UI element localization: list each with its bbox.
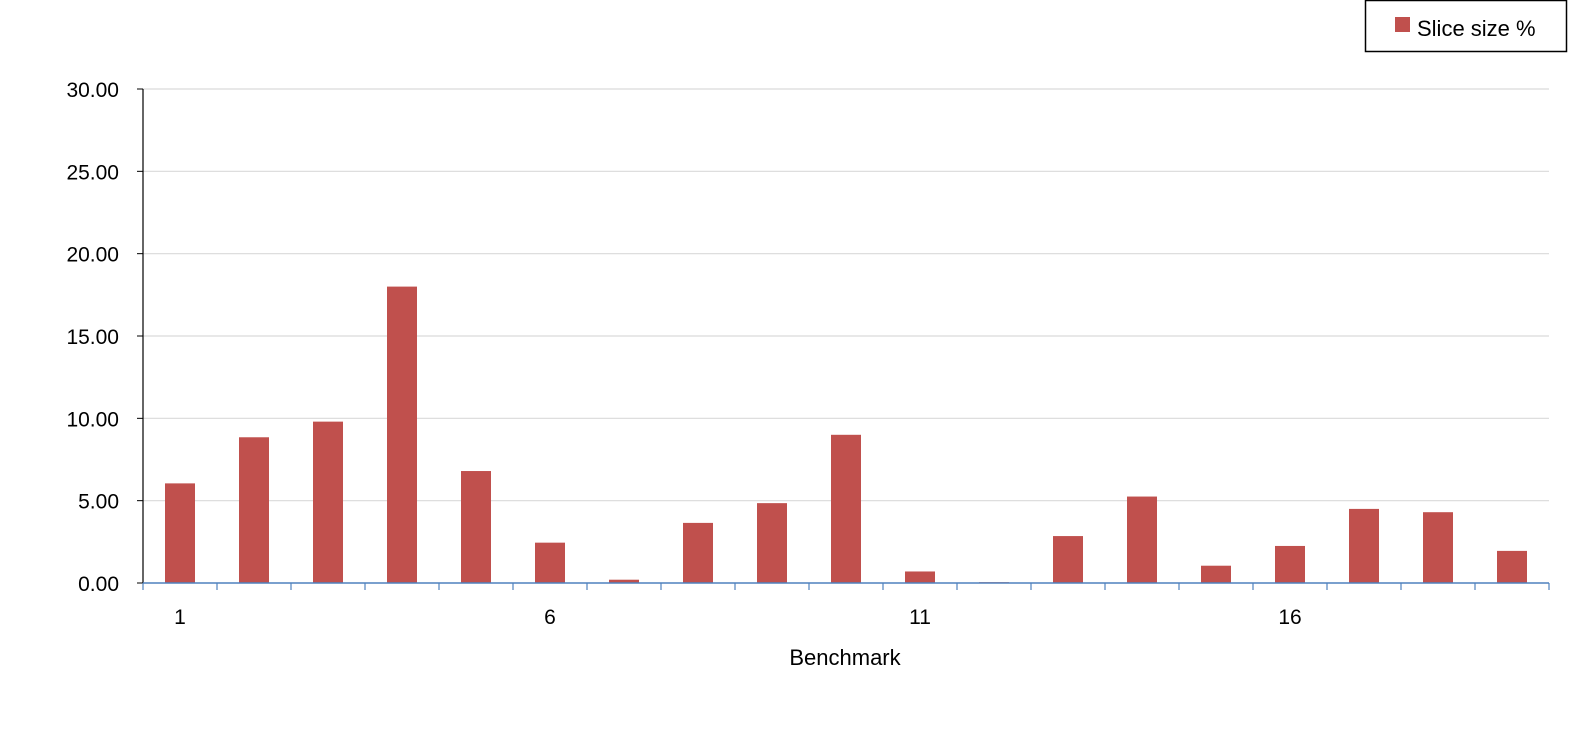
bar <box>461 471 491 583</box>
bar <box>831 434 861 583</box>
bar <box>1201 565 1231 583</box>
x-axis-title: Benchmark <box>789 645 901 670</box>
bar <box>609 579 639 583</box>
y-tick-label: 15.00 <box>66 326 119 349</box>
bar <box>1349 508 1379 583</box>
y-tick-label: 0.00 <box>78 573 119 596</box>
y-tick-label: 30.00 <box>66 79 119 102</box>
bar <box>1053 536 1083 583</box>
y-tick-label: 5.00 <box>78 491 119 514</box>
axes <box>137 88 1550 590</box>
bar <box>1275 545 1305 583</box>
bar <box>239 437 269 583</box>
bar <box>387 286 417 583</box>
bar <box>757 503 787 583</box>
bar <box>1127 496 1157 583</box>
bar <box>165 483 195 583</box>
x-tick-label: 16 <box>1278 606 1301 629</box>
legend-label: Slice size % <box>1417 16 1536 41</box>
y-tick-label: 20.00 <box>66 244 119 267</box>
y-tick-label: 10.00 <box>66 408 119 431</box>
x-tick-label: 6 <box>544 606 556 629</box>
y-tick-labels: 0.00 5.00 10.00 15.00 20.00 25.00 30.00 <box>66 79 119 596</box>
legend: Slice size % <box>1364 0 1568 53</box>
gridlines <box>143 88 1549 502</box>
y-tick-label: 25.00 <box>66 161 119 184</box>
x-tick-label: 1 <box>174 606 186 629</box>
bars <box>165 286 1527 583</box>
legend-swatch <box>1395 17 1410 32</box>
bar <box>313 421 343 583</box>
bar <box>1497 550 1527 583</box>
bar <box>905 571 935 583</box>
bar <box>1423 512 1453 583</box>
bar <box>683 522 713 583</box>
bar <box>535 542 565 583</box>
x-tick-labels: 1 6 11 16 <box>174 606 1302 629</box>
x-tick-label: 11 <box>909 606 931 629</box>
